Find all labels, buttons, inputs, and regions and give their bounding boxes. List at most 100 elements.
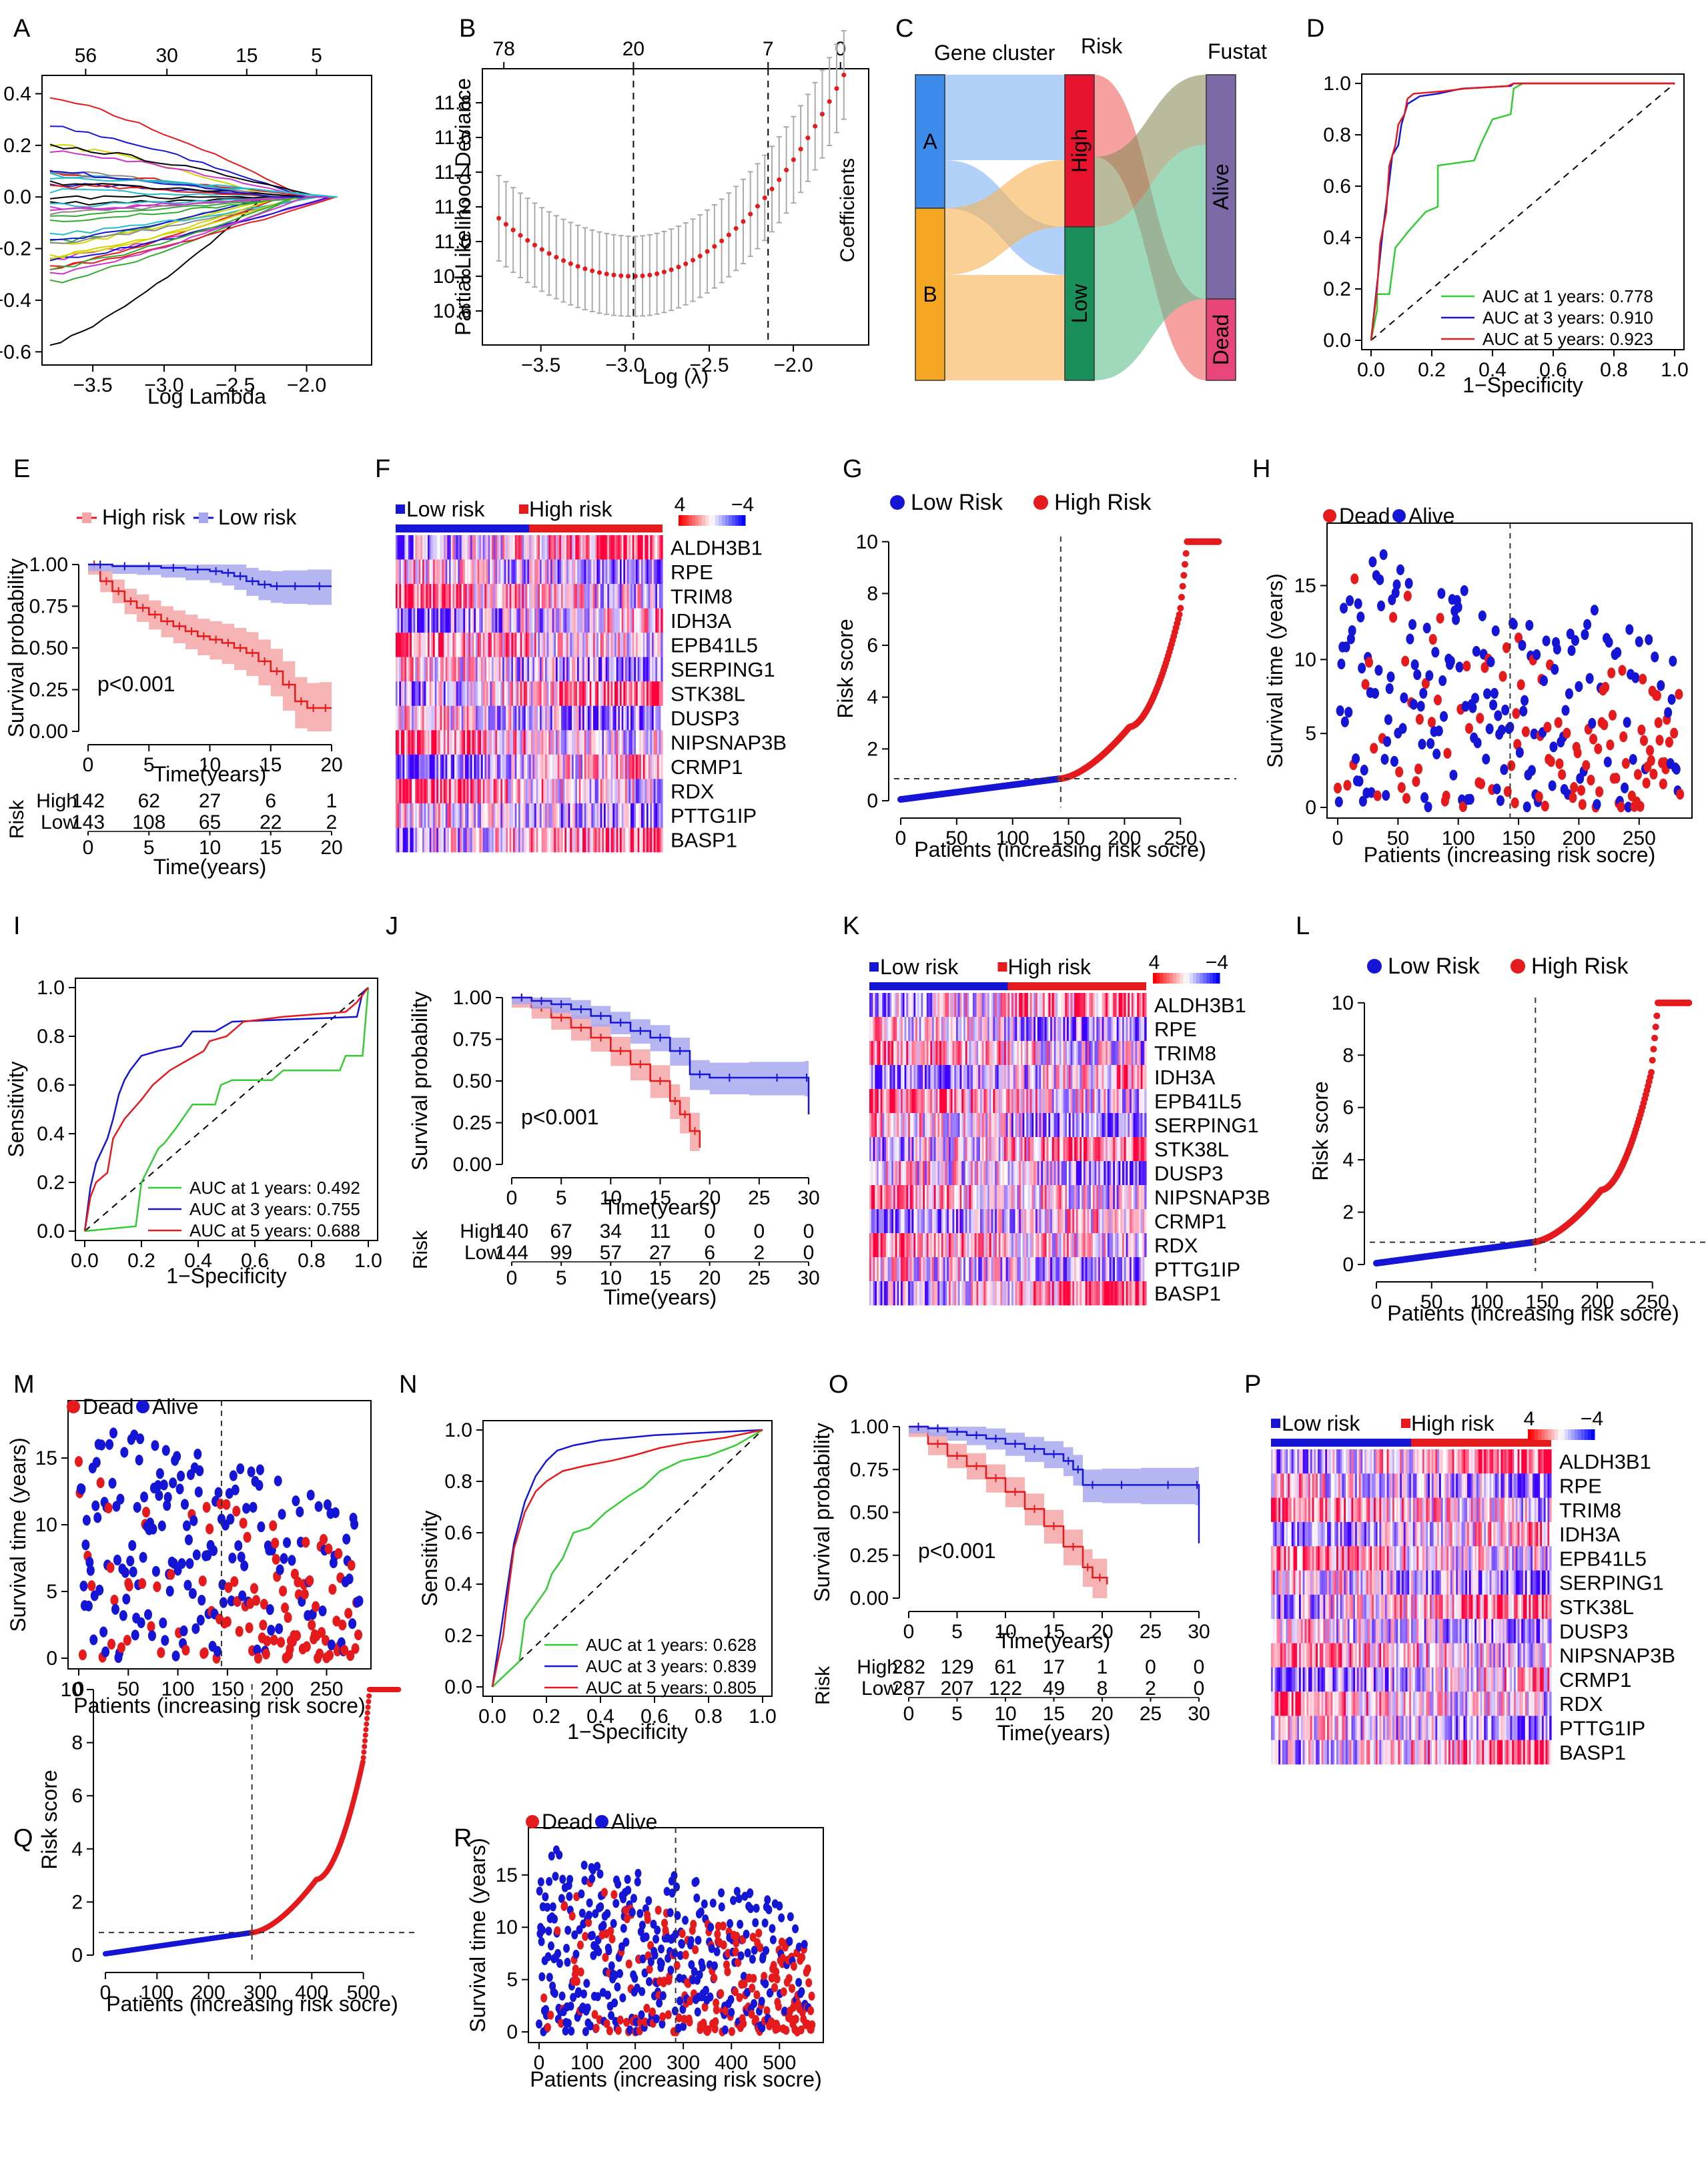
- panel-K-heatmap-cell: [1009, 993, 1012, 1018]
- panel-F-heatmap-cell: [524, 705, 526, 731]
- panel-K-heatmap-cell: [1087, 1065, 1090, 1090]
- panel-F-heatmap-cell: [498, 657, 501, 682]
- panel-K-heatmap-cell: [917, 993, 920, 1018]
- panel-P-heatmap-cell: [1452, 1449, 1454, 1474]
- panel-F-heatmap-cell: [575, 608, 578, 633]
- panel-F-heatmap-cell: [524, 681, 526, 706]
- panel-F-heatmap-cell: [546, 535, 549, 560]
- panel-K-heatmap-cell: [1019, 1041, 1021, 1066]
- panel-F-heatmap-cell: [418, 803, 421, 828]
- panel-P-heatmap-cell: [1478, 1473, 1481, 1498]
- panel-K-heatmap-cell: [1138, 1089, 1142, 1114]
- panel-F-heatmap-cell: [552, 681, 554, 706]
- panel-P-heatmap-cell: [1375, 1473, 1378, 1498]
- panel-K-heatmap-cell: [1116, 1041, 1120, 1066]
- panel-K-heatmap-cell: [1009, 1113, 1012, 1138]
- panel-K-heatmap-cell: [1140, 993, 1144, 1018]
- panel-F-heatmap-cell: [529, 730, 532, 755]
- panel-K-heatmap-cell: [1017, 1161, 1019, 1186]
- panel-K-heatmap-cell: [878, 1041, 881, 1066]
- panel-F-heatmap-cell: [447, 535, 450, 560]
- panel-K-heatmap-cell: [1002, 993, 1005, 1018]
- panel-K-heatmap-cell: [889, 993, 892, 1018]
- panel-F-heatmap-cell: [458, 681, 460, 706]
- panel-F-heatmap-cell: [618, 779, 620, 804]
- panel-F-heatmap-cell: [586, 803, 588, 828]
- panel-F-heatmap-cell: [438, 584, 441, 609]
- panel-F-heatmap-cell: [482, 754, 485, 779]
- panel-K-heatmap-cell: [1026, 993, 1029, 1018]
- panel-K-heatmap-cell: [1131, 1017, 1134, 1042]
- panel-F-heatmap-cell: [506, 681, 508, 706]
- panel-K-heatmap-cell: [985, 1281, 988, 1306]
- panel-K-heatmap-cell: [1133, 993, 1136, 1018]
- panel-A-coefficient-path: [49, 196, 328, 271]
- panel-F-heatmap-cell: [406, 681, 409, 706]
- panel-K-heatmap-cell: [921, 1185, 923, 1210]
- panel-K-heatmap-cell: [1128, 1137, 1130, 1162]
- panel-F-heatmap-cell: [634, 827, 636, 853]
- panel-A-top-tick-label: 56: [75, 45, 97, 67]
- panel-F-heatmap-cell: [402, 535, 405, 560]
- panel-K-heatmap-cell: [1113, 1281, 1116, 1306]
- panel-F-heatmap-cell: [536, 681, 538, 706]
- panel-F-heatmap-cell: [580, 779, 583, 804]
- panel-D-y-tick-label: 0.8: [1323, 124, 1351, 146]
- panel-K-heatmap-cell: [904, 1041, 907, 1066]
- panel-P-heatmap-cell: [1519, 1449, 1522, 1474]
- panel-P-heatmap-cell: [1362, 1449, 1365, 1474]
- panel-F-heatmap-cell: [461, 779, 464, 804]
- panel-F-heatmap-cell: [397, 584, 400, 609]
- panel-F-heatmap-cell: [397, 681, 400, 706]
- panel-F-heatmap-cell: [557, 705, 560, 731]
- panel-F-heatmap-cell: [477, 657, 480, 682]
- panel-K-heatmap-cell: [1065, 1065, 1068, 1090]
- panel-K-heatmap-cell: [891, 1209, 894, 1234]
- panel-F-heatmap-cell: [444, 584, 446, 609]
- panel-F-heatmap-cell: [628, 730, 631, 755]
- panel-K-heatmap-cell: [1106, 1281, 1108, 1306]
- panel-F-heatmap-cell: [536, 584, 538, 609]
- panel-F-heatmap-cell: [650, 535, 653, 560]
- panel-F-color-scale-step: [725, 515, 729, 526]
- panel-F-heatmap-cell: [534, 827, 537, 853]
- panel-I-y-tick-label: 0.8: [37, 1026, 65, 1048]
- panel-B-deviance-point: [669, 267, 674, 272]
- panel-K-heatmap-cell: [915, 1233, 918, 1258]
- panel-F-heatmap-cell: [516, 535, 519, 560]
- panel-K-heatmap-cell: [917, 1185, 920, 1210]
- panel-K-heatmap-cell: [906, 1209, 909, 1234]
- panel-F-heatmap-cell: [564, 827, 567, 853]
- panel-F-heatmap-cell: [433, 559, 436, 585]
- panel-K-heatmap-cell: [884, 1065, 887, 1090]
- panel-K-heatmap-cell: [869, 1113, 872, 1138]
- panel-K-heatmap-cell: [991, 1281, 993, 1306]
- panel-K-heatmap-cell: [1007, 1209, 1010, 1234]
- panel-F-gene-label: STK38L: [671, 683, 745, 706]
- panel-K-heatmap-cell: [1104, 1161, 1106, 1186]
- panel-K-heatmap-cell: [923, 1113, 925, 1138]
- panel-F-heatmap-cell: [538, 608, 540, 633]
- panel-F-heatmap-cell: [493, 730, 496, 755]
- panel-K-heatmap-cell: [1142, 1113, 1145, 1138]
- panel-F-heatmap-cell: [436, 754, 439, 779]
- panel-F-heatmap-cell: [616, 633, 618, 657]
- panel-K-heatmap-cell: [947, 1281, 949, 1306]
- panel-K-heatmap-cell: [947, 1113, 949, 1138]
- panel-K-heatmap-cell: [1024, 1041, 1027, 1066]
- panel-F-heatmap-cell: [527, 705, 530, 731]
- panel-K-heatmap-cell: [1096, 1017, 1099, 1042]
- panel-K-heatmap-cell: [880, 1161, 883, 1186]
- panel-K-heatmap-cell: [1005, 1065, 1009, 1090]
- panel-F-heatmap-cell: [626, 535, 629, 560]
- panel-F-heatmap-cell: [636, 584, 638, 609]
- panel-K-heatmap-cell: [1133, 1113, 1136, 1138]
- panel-K-heatmap-cell: [930, 1041, 933, 1066]
- panel-F-heatmap-cell: [577, 779, 580, 804]
- panel-K-heatmap-cell: [1126, 1137, 1128, 1162]
- panel-K-heatmap-cell: [1089, 1209, 1092, 1234]
- panel-K-heatmap-cell: [923, 993, 925, 1018]
- panel-F-heatmap-cell: [647, 827, 649, 853]
- panel-F-heatmap-cell: [580, 730, 583, 755]
- panel-F-heatmap-cell: [623, 633, 626, 657]
